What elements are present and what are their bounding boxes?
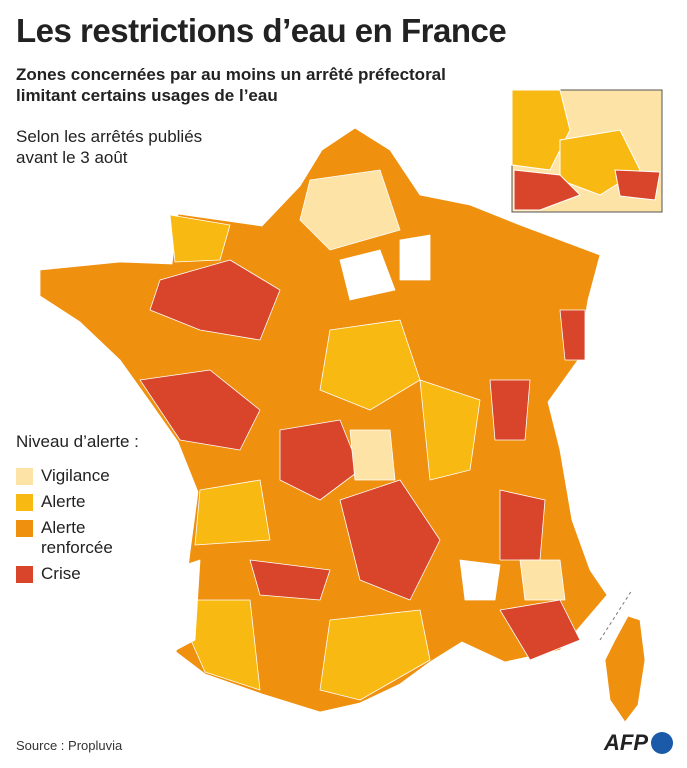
legend-swatch [16,520,33,537]
crise-zone [139,369,261,451]
legend: Niveau d’alerte : Vigilance Alerte Alerte r… [16,432,139,584]
subtitle: Zones concernées par au moins un arrêté … [16,64,446,106]
text-line: Selon les arrêtés publiés [16,127,203,146]
text-line: Vigilance [41,466,110,485]
legend-label: Vigilance [41,466,110,486]
no-restriction [459,559,501,601]
alerte-zone [194,479,271,546]
logo-dot [651,732,673,754]
alerte-zone [419,379,481,481]
note: Selon les arrêtés publiés avant le 3 août [16,126,202,168]
text-line: renforcée [41,538,113,557]
legend-item: Alerte [16,492,139,512]
corsica [604,615,646,723]
logo-text: AFP [604,730,648,755]
legend-label: Alerte renforcée [41,518,113,558]
corsica-divider [599,589,633,641]
alerte-zone [319,609,431,701]
crise-zone [249,559,331,601]
source: Source : Propluvia [16,738,123,753]
legend-label: Crise [41,564,81,584]
text-line: Crise [41,564,81,583]
text-line: limitant certains usages de l’eau [16,86,278,105]
title: Les restrictions d’eau en France [16,12,507,49]
vigilance-zone [519,559,566,601]
text-line: Alerte [41,492,86,511]
legend-swatch [16,468,33,485]
vigilance-zone [299,169,401,251]
no-restriction [169,559,201,651]
no-restriction [339,249,396,301]
legend-swatch [16,566,33,583]
vigilance-zone [349,429,396,481]
crise-zone [339,479,441,601]
legend-label: Alerte [41,492,85,512]
alerte-zone [169,214,231,263]
crise-zone [499,599,581,661]
legend-swatch [16,494,33,511]
crise-zone [279,419,361,501]
crise-zone [149,259,281,341]
crise-zone [499,489,546,561]
logo: AFP [604,730,673,756]
no-restriction [399,234,431,281]
text-line: Alerte [41,518,86,537]
text-line: Zones concernées par au moins un arrêté … [16,65,446,84]
text-line: avant le 3 août [16,148,128,167]
legend-item: Crise [16,564,139,584]
crise-zone [559,309,586,361]
legend-title: Niveau d’alerte : [16,432,139,451]
crise-zone [489,379,531,441]
legend-item: Alerte renforcée [16,518,139,558]
alerte-zone [319,319,421,411]
legend-item: Vigilance [16,466,139,486]
inset [511,89,663,213]
